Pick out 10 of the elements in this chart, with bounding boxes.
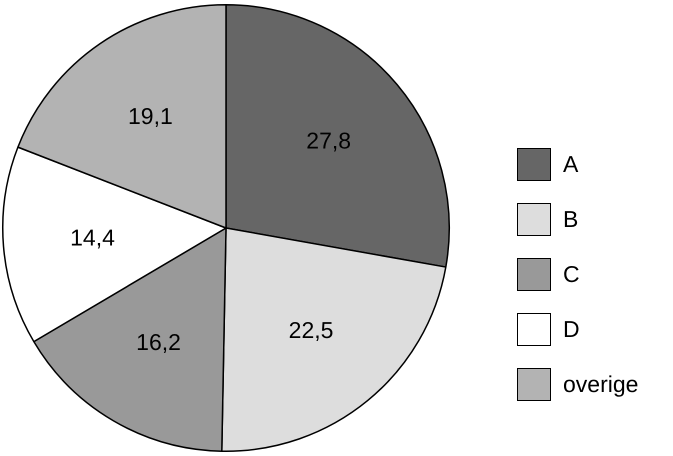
legend-label: C (563, 261, 580, 288)
data-label: 14,4 (70, 224, 116, 250)
legend-label: B (563, 206, 578, 233)
data-label: 19,1 (128, 102, 173, 129)
legend-label: D (563, 316, 580, 343)
data-label: 27,8 (306, 127, 352, 154)
data-label: 16,2 (136, 329, 181, 356)
data-label: 22,5 (288, 316, 334, 343)
legend-label: A (563, 151, 578, 178)
legend-label: overige (563, 371, 638, 398)
